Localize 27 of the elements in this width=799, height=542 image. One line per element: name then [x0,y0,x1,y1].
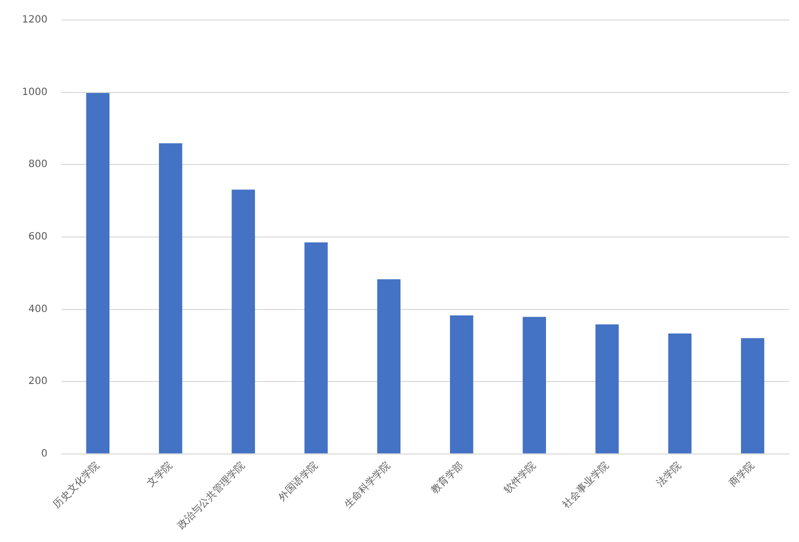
y-tick-label: 0 [41,448,48,460]
bar [595,324,619,454]
x-tick-label: 社会事业学院 [560,460,612,510]
x-tick-label: 商学院 [726,460,757,490]
x-tick-label: 外国语学院 [276,460,320,504]
bar [450,315,474,454]
x-tick-label: 政治与公共管理学院 [175,460,248,532]
x-tick-label: 软件学院 [502,460,538,496]
bar [522,316,546,454]
bar [232,190,255,454]
y-tick-label: 1000 [22,86,48,98]
bar [86,93,110,454]
bar [158,143,182,454]
bar [304,242,328,454]
y-tick-label: 400 [28,304,48,315]
x-tick-label: 教育学部 [428,460,466,496]
x-tick-label: 法学院 [654,460,684,490]
y-tick-label: 800 [28,159,48,170]
x-tick-label: 文学院 [144,460,175,490]
y-tick-label: 600 [28,232,48,243]
bar [377,279,400,454]
bar [668,333,692,454]
x-tick-label: 生命科学学院 [342,460,393,510]
y-tick-label: 1200 [22,14,48,26]
bar [740,338,764,454]
y-tick-label: 200 [28,376,48,388]
x-tick-label: 历史文化学院 [50,460,102,510]
